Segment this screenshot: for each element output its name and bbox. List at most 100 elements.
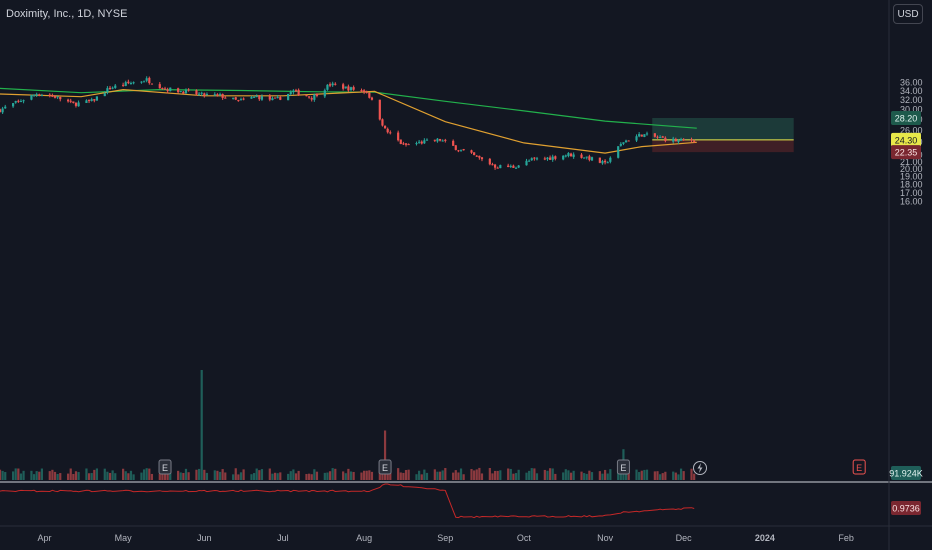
x-tick-label: Jun [197,533,212,543]
volume-bar [292,469,295,480]
volume-bar [480,473,484,480]
volume-bar [216,470,219,480]
volume-bar [352,471,355,480]
volume-bar [17,468,20,480]
candle-body [677,140,680,142]
candle-body [397,132,400,141]
volume-bar [90,473,93,480]
volume-bar [182,472,185,480]
volume-bar [470,468,473,480]
x-tick-label: Nov [597,533,614,543]
volume-bar [677,474,680,480]
candle-body [90,99,93,101]
candle-body [182,91,185,94]
volume-bar [624,469,628,480]
volume-bar [598,471,601,480]
volume-bar [425,472,429,480]
volume-bar [218,471,222,480]
candle-body [69,100,72,102]
volume-bars [0,370,696,480]
volume-bar [315,471,319,480]
volume-value-label: 91.924K [889,466,923,480]
candle-body [122,84,125,86]
candle-body [106,88,109,93]
candle-body [525,160,528,166]
candle-body [140,81,143,83]
candle-body [342,84,345,89]
candle-body [287,93,290,101]
candle-body [56,96,59,98]
candle-body [656,136,659,138]
candle-body [509,165,512,167]
volume-bar [103,468,106,480]
volume-bar [659,474,662,480]
candle-body [480,157,484,160]
candle-body [682,139,685,141]
earnings-marker: E [852,459,866,475]
candle-body [548,157,552,160]
candle-body [572,154,575,157]
volume-bar [580,471,583,480]
volume-bar [145,468,148,480]
volume-bar [693,473,696,480]
candle-body [635,136,638,141]
volume-bar [588,470,591,480]
volume-bar [420,474,423,480]
candle-body [307,96,311,98]
candle-body [535,158,539,160]
volume-bar [276,473,279,480]
earnings-marker: E [158,459,172,475]
volume-bar [53,471,57,480]
candle-body [365,91,368,93]
candle-body [438,139,442,141]
candle-body [347,86,350,91]
volume-bar [106,471,109,480]
y-tick-label: 16.00 [900,197,923,207]
volume-bar [260,469,264,480]
candle-body [59,96,62,100]
volume-bar [237,474,240,480]
candle-body [583,157,586,159]
candle-body [459,149,463,151]
candle-body [326,84,329,90]
candle-body [664,137,667,141]
volume-bar [30,470,33,480]
candle-body [4,106,7,109]
volume-bar [423,469,426,480]
candle-body [436,138,439,142]
candle-body [310,98,313,100]
volume-bar [51,469,54,480]
candle-body [383,125,387,129]
volume-bar [187,472,190,480]
volume-bar [200,370,203,480]
candle-body [184,90,188,94]
candle-body [242,98,245,100]
volume-bar [305,473,308,480]
candle-body [30,94,33,100]
position-tool[interactable] [652,117,794,153]
volume-bar [473,470,476,480]
volume-bar [454,470,457,480]
candle-body [129,83,133,85]
y-tick-label: 36.00 [900,78,923,88]
candle-body [294,90,298,92]
candle-body [177,88,180,93]
candles [0,76,696,170]
earnings-marker-label: E [382,463,388,473]
candle-body [87,99,91,102]
volume-bar [548,468,552,480]
candle-body [232,97,235,99]
candle-body [653,133,656,137]
volume-bar [661,473,664,480]
candle-body [200,92,203,94]
candle-body [148,77,151,84]
volume-bar [140,472,143,480]
volume-bar [583,473,586,480]
volume-bar [111,470,114,480]
volume-bar [672,471,675,480]
candle-body [601,161,604,164]
currency-button[interactable]: USD [893,4,923,24]
volume-bar [150,473,154,480]
candle-body [145,78,148,81]
